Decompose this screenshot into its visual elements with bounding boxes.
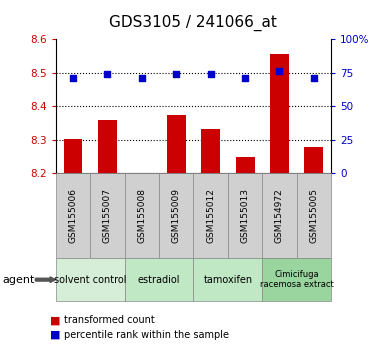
- Bar: [305, 147, 323, 173]
- Text: GSM155005: GSM155005: [310, 188, 318, 244]
- Text: GSM155006: GSM155006: [69, 188, 77, 244]
- Point: [104, 71, 110, 77]
- Text: GSM154972: GSM154972: [275, 189, 284, 243]
- Text: Cimicifuga
racemosa extract: Cimicifuga racemosa extract: [260, 270, 333, 289]
- Text: ■: ■: [50, 330, 60, 339]
- Bar: [236, 157, 254, 173]
- Bar: [98, 120, 117, 173]
- Point: [139, 75, 145, 81]
- Text: GSM155008: GSM155008: [137, 188, 146, 244]
- Text: GDS3105 / 241066_at: GDS3105 / 241066_at: [109, 15, 276, 31]
- Text: tamoxifen: tamoxifen: [203, 275, 253, 285]
- Bar: [270, 54, 289, 173]
- Text: GSM155012: GSM155012: [206, 188, 215, 244]
- Point: [173, 71, 179, 77]
- Point: [311, 75, 317, 81]
- Bar: [167, 115, 186, 173]
- Point: [70, 75, 76, 81]
- Bar: [64, 139, 82, 173]
- Text: ■: ■: [50, 315, 60, 325]
- Text: agent: agent: [2, 275, 34, 285]
- Text: transformed count: transformed count: [64, 315, 154, 325]
- Bar: [201, 129, 220, 173]
- Text: GSM155007: GSM155007: [103, 188, 112, 244]
- Text: estradiol: estradiol: [138, 275, 180, 285]
- Text: GSM155013: GSM155013: [241, 188, 249, 244]
- Point: [242, 75, 248, 81]
- Text: percentile rank within the sample: percentile rank within the sample: [64, 330, 229, 339]
- Text: GSM155009: GSM155009: [172, 188, 181, 244]
- Point: [208, 71, 214, 77]
- Text: solvent control: solvent control: [54, 275, 127, 285]
- Point: [276, 68, 283, 74]
